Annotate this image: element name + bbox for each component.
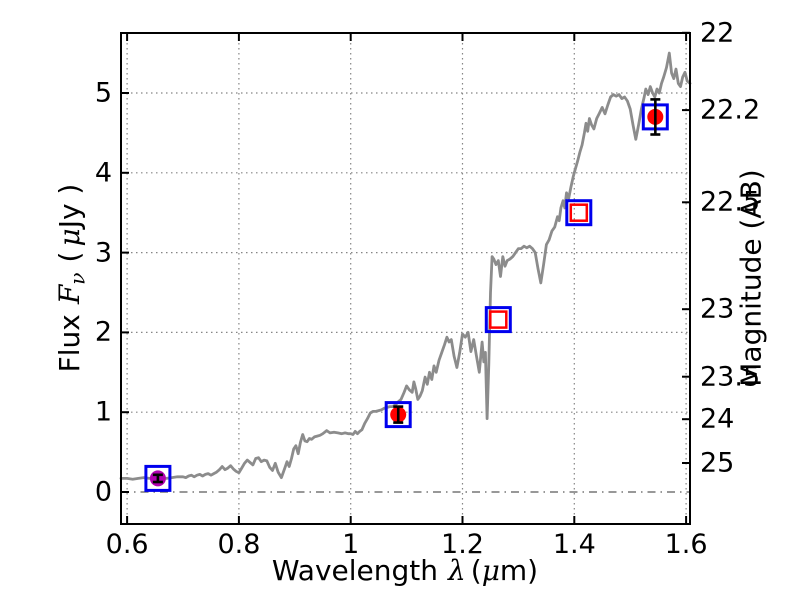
photometry-point-open bbox=[569, 203, 589, 222]
flux-unit: Jy ) bbox=[53, 183, 87, 229]
y-tick-label-flux: 0 bbox=[94, 476, 112, 508]
aperture-square-marker bbox=[384, 401, 412, 429]
y-tick-label-magnitude: 23.5 bbox=[700, 361, 761, 393]
flux-mu-symbol: μ bbox=[53, 228, 87, 247]
flux-unit-open: ( bbox=[53, 251, 87, 263]
y-tick-label-flux: 3 bbox=[94, 237, 112, 269]
y-tick-label-magnitude: 22 bbox=[700, 17, 735, 49]
axes-frame bbox=[120, 32, 691, 525]
y-tick-label-flux: 5 bbox=[94, 77, 112, 109]
x-tick-label: 0.6 bbox=[105, 529, 149, 560]
x-tick-label: 1.2 bbox=[441, 529, 484, 560]
x-axis-title-text: Wavelength bbox=[271, 554, 439, 587]
aperture-square-marker bbox=[565, 199, 593, 227]
y-tick-label-magnitude: 24 bbox=[700, 403, 735, 435]
nu-subscript: ν bbox=[65, 272, 90, 285]
lambda-symbol: λ bbox=[448, 554, 466, 587]
x-tick-label: 1 bbox=[342, 529, 360, 560]
x-tick-label: 1.4 bbox=[552, 529, 596, 560]
aperture-square-marker bbox=[484, 306, 512, 334]
y-axis-title-flux: Flux Fν ( μJy ) bbox=[53, 183, 90, 373]
y-tick-label-magnitude: 23 bbox=[700, 293, 735, 325]
x-unit-close: m) bbox=[499, 554, 539, 587]
x-axis-title: Wavelength λ (μm) bbox=[271, 554, 539, 587]
y-tick-label-flux: 2 bbox=[94, 316, 112, 348]
x-tick-label: 0.8 bbox=[217, 529, 261, 560]
y-tick-label-flux: 4 bbox=[94, 157, 112, 189]
y-tick-label-magnitude: 22.2 bbox=[700, 94, 761, 126]
x-tick-label: 1.6 bbox=[664, 529, 708, 560]
aperture-square-marker bbox=[144, 464, 172, 492]
flux-symbol: F bbox=[53, 284, 87, 305]
flux-word: Flux bbox=[53, 314, 87, 373]
photometry-point-open bbox=[489, 310, 508, 329]
x-unit-open: ( bbox=[470, 554, 482, 587]
mu-symbol: μ bbox=[481, 554, 500, 587]
y-tick-label-magnitude: 22.5 bbox=[700, 186, 761, 218]
y-tick-label-flux: 1 bbox=[94, 396, 112, 428]
model-spectrum bbox=[119, 51, 692, 481]
y-tick-label-magnitude: 25 bbox=[700, 447, 735, 479]
